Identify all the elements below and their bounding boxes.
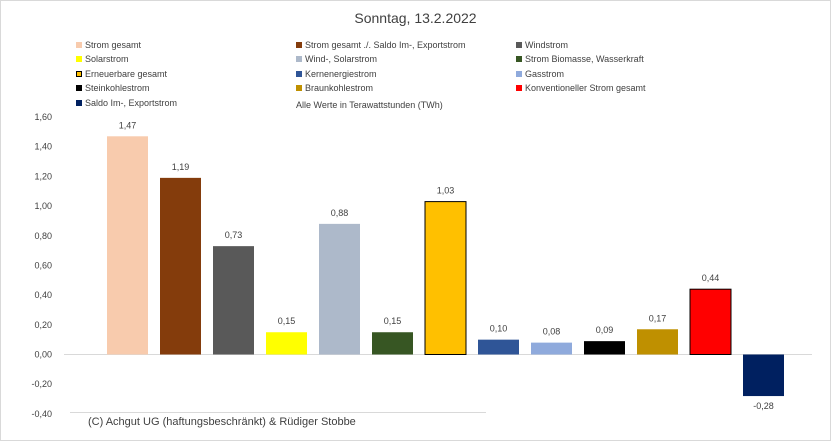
bar xyxy=(160,177,201,355)
data-label: 0,73 xyxy=(225,230,243,240)
legend-swatch xyxy=(516,56,522,63)
legend-item: Strom gesamt xyxy=(76,40,141,50)
data-label: 0,10 xyxy=(490,324,508,334)
legend-swatch xyxy=(76,85,82,92)
legend-item: Kernenergiestrom xyxy=(296,69,377,79)
legend-item: Steinkohlestrom xyxy=(76,83,150,93)
bar xyxy=(584,341,625,355)
data-label: 0,17 xyxy=(649,313,667,323)
data-label: 0,15 xyxy=(278,316,296,326)
y-tick-label: 1,40 xyxy=(34,142,52,152)
legend-label: Kernenergiestrom xyxy=(305,68,377,79)
legend-item: Wind-, Solarstrom xyxy=(296,54,377,64)
bar xyxy=(637,329,678,355)
legend-swatch xyxy=(76,99,82,106)
footer-divider xyxy=(70,412,486,413)
legend-swatch xyxy=(516,85,522,92)
legend-label: Saldo Im-, Exportstrom xyxy=(85,97,178,108)
bar xyxy=(107,136,148,355)
copyright-footer: (C) Achgut UG (haftungsbeschränkt) & Rüd… xyxy=(88,416,356,428)
legend-label: Erneuerbare gesamt xyxy=(85,68,168,79)
y-tick-label: 0,80 xyxy=(34,231,52,241)
bar xyxy=(213,246,254,355)
data-label: 0,09 xyxy=(596,325,614,335)
bar xyxy=(743,354,784,397)
data-label: 0,88 xyxy=(331,208,349,218)
legend-swatch xyxy=(516,42,522,48)
data-label: 1,47 xyxy=(119,120,137,130)
data-label: 0,15 xyxy=(384,316,402,326)
y-tick-label: 1,20 xyxy=(34,171,52,181)
legend-swatch xyxy=(516,70,522,77)
y-tick-label: 1,00 xyxy=(34,201,52,211)
bar xyxy=(372,332,413,355)
legend-item: Konventioneller Strom gesamt xyxy=(516,83,646,93)
legend-swatch xyxy=(296,70,302,77)
bar xyxy=(689,288,732,355)
legend-label: Steinkohlestrom xyxy=(85,83,150,94)
legend-label: Wind-, Solarstrom xyxy=(305,54,378,65)
bar xyxy=(266,332,307,355)
legend-label: Windstrom xyxy=(525,40,569,50)
legend-label: Konventioneller Strom gesamt xyxy=(525,83,646,94)
bar xyxy=(319,223,360,355)
legend-item: Strom Biomasse, Wasserkraft xyxy=(516,54,644,64)
data-label: 1,03 xyxy=(437,186,455,196)
bar xyxy=(478,339,519,355)
data-label: 0,08 xyxy=(543,327,561,337)
legend-label: Gasstrom xyxy=(525,68,565,79)
y-tick-label: 0,40 xyxy=(34,290,52,300)
legend-item: Gasstrom xyxy=(516,69,564,79)
legend-label: Strom Biomasse, Wasserkraft xyxy=(525,54,644,65)
legend-swatch xyxy=(296,85,302,92)
data-label: 1,19 xyxy=(172,162,190,172)
bar xyxy=(531,342,572,355)
y-tick-label: -0,40 xyxy=(31,409,52,419)
legend-item: Windstrom xyxy=(516,40,568,50)
data-label: -0,28 xyxy=(753,401,774,411)
legend-label: Braunkohlestrom xyxy=(305,83,374,94)
legend-swatch xyxy=(76,56,82,63)
y-tick-label: -0,20 xyxy=(31,379,52,389)
legend-item: Strom gesamt ./. Saldo Im-, Exportstrom xyxy=(296,40,466,50)
legend-item: Braunkohlestrom xyxy=(296,83,373,93)
legend-swatch xyxy=(76,70,82,77)
legend-swatch xyxy=(76,42,82,48)
legend-item: Saldo Im-, Exportstrom xyxy=(76,98,177,108)
legend-swatch xyxy=(296,56,302,63)
unit-note: Alle Werte in Terawattstunden (TWh) xyxy=(296,100,443,110)
legend-label: Strom gesamt xyxy=(85,40,142,50)
legend-label: Solarstrom xyxy=(85,54,129,65)
bar xyxy=(424,201,467,355)
data-label: 0,44 xyxy=(702,273,720,283)
y-tick-label: 0,20 xyxy=(34,320,52,330)
chart-title: Sonntag, 13.2.2022 xyxy=(354,10,477,26)
legend-item: Erneuerbare gesamt xyxy=(76,69,167,79)
y-tick-label: 1,60 xyxy=(34,112,52,122)
legend-swatch xyxy=(296,42,302,48)
legend-label: Strom gesamt ./. Saldo Im-, Exportstrom xyxy=(305,40,466,50)
y-tick-label: 0,00 xyxy=(34,350,52,360)
y-tick-label: 0,60 xyxy=(34,260,52,270)
legend-item: Solarstrom xyxy=(76,54,129,64)
